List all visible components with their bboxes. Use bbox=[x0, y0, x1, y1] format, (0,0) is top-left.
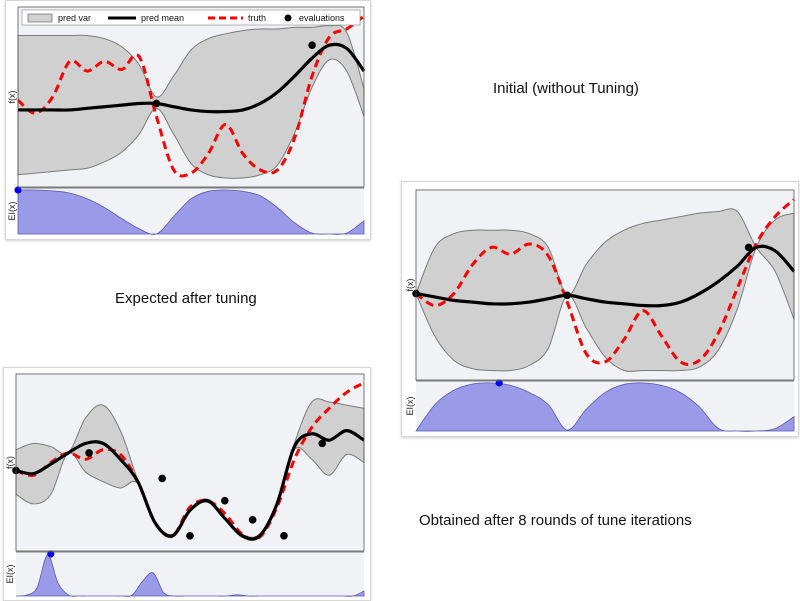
fx-frame bbox=[415, 189, 795, 381]
evaluation-point bbox=[248, 516, 257, 524]
legend: pred var pred mean truth evaluations bbox=[21, 9, 361, 26]
ei-axis-label: EI(x) bbox=[405, 396, 415, 415]
legend-swatch-pred-var bbox=[27, 13, 53, 23]
legend-label-pred-mean: pred mean bbox=[141, 13, 184, 23]
ei-area bbox=[415, 382, 795, 432]
ei-max-point bbox=[495, 379, 503, 387]
legend-label-pred-var: pred var bbox=[58, 13, 91, 23]
evaluation-point bbox=[280, 531, 288, 540]
pred-mean-line bbox=[15, 429, 365, 541]
legend-label-evaluations: evaluations bbox=[299, 13, 345, 23]
evaluation-point bbox=[308, 41, 316, 49]
evaluation-point bbox=[221, 496, 229, 505]
chart-panel-initial: f(x) EI(x) pred var pred mean truth evaluatio… bbox=[5, 0, 371, 240]
legend-label-truth: truth bbox=[248, 13, 266, 23]
evaluation-point bbox=[158, 474, 166, 483]
evaluation-point bbox=[318, 439, 327, 448]
truth-line bbox=[15, 381, 365, 541]
evaluation-point bbox=[152, 99, 161, 108]
fx-axis-label: f(x) bbox=[7, 91, 17, 104]
fx-axis-label: f(x) bbox=[5, 456, 15, 469]
chart-panel-obtained: f(x) EI(x) bbox=[3, 367, 371, 601]
truth-line bbox=[415, 198, 796, 366]
evaluation-point bbox=[85, 449, 93, 457]
truth-line bbox=[17, 14, 365, 178]
caption-initial: Initial (without Tuning) bbox=[493, 80, 639, 97]
fx-frame bbox=[17, 6, 365, 188]
legend-swatch-evaluations bbox=[284, 14, 292, 22]
fx-frame bbox=[15, 373, 365, 552]
ei-max-point bbox=[47, 550, 55, 558]
ei-max-point bbox=[14, 186, 22, 194]
evaluation-point bbox=[744, 243, 753, 252]
ei-area bbox=[17, 189, 365, 235]
fx-axis-label: f(x) bbox=[405, 279, 415, 292]
chart-obtained: f(x) EI(x) bbox=[5, 373, 365, 597]
evaluation-point bbox=[563, 291, 571, 300]
evaluation-point bbox=[186, 531, 194, 540]
fx-plot-area bbox=[16, 374, 364, 551]
caption-obtained: Obtained after 8 rounds of tune iteratio… bbox=[419, 512, 692, 529]
caption-expected: Expected after tuning bbox=[115, 290, 257, 307]
chart-expected: f(x) EI(x) bbox=[405, 189, 796, 432]
chart-initial: f(x) EI(x) pred var pred mean truth evaluatio… bbox=[7, 6, 366, 235]
ei-axis-label: EI(x) bbox=[7, 201, 17, 220]
ei-area bbox=[15, 554, 365, 597]
ei-axis-label: EI(x) bbox=[5, 564, 15, 583]
chart-panel-expected: f(x) EI(x) bbox=[401, 181, 799, 437]
ei-plot-area bbox=[16, 552, 364, 596]
pred-mean-line bbox=[415, 244, 796, 308]
pred-mean-line bbox=[18, 42, 366, 114]
legend-box bbox=[21, 9, 361, 26]
